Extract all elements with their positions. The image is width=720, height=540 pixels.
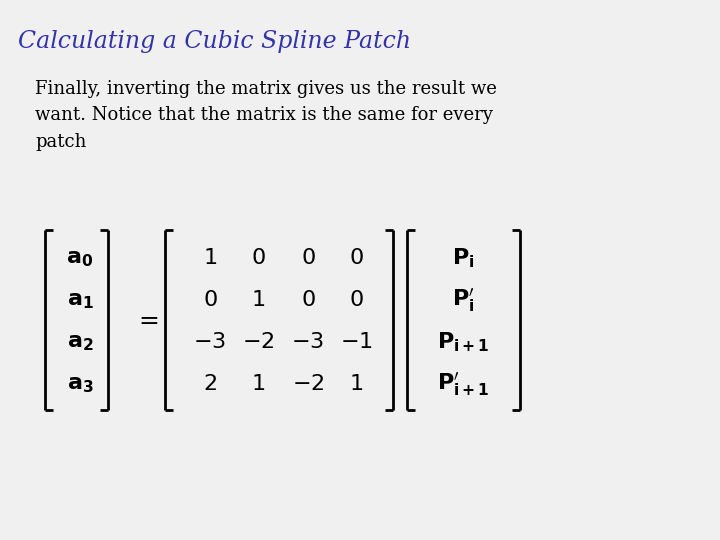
Text: $\mathbf{P_i^{\prime}}$: $\mathbf{P_i^{\prime}}$ [451, 286, 474, 314]
Text: $1$: $1$ [251, 373, 265, 395]
Text: $\mathbf{a_0}$: $\mathbf{a_0}$ [66, 247, 94, 269]
Text: $\mathbf{P_i}$: $\mathbf{P_i}$ [451, 246, 474, 270]
Text: $\mathbf{P_{i+1}^{\prime}}$: $\mathbf{P_{i+1}^{\prime}}$ [437, 370, 490, 398]
Text: Finally, inverting the matrix gives us the result we
want. Notice that the matri: Finally, inverting the matrix gives us t… [35, 80, 497, 151]
Text: $0$: $0$ [348, 289, 364, 311]
Text: $2$: $2$ [203, 373, 217, 395]
Text: $\mathbf{a_3}$: $\mathbf{a_3}$ [67, 373, 94, 395]
Text: $0$: $0$ [348, 247, 364, 269]
Text: $=$: $=$ [135, 308, 160, 332]
Text: $0$: $0$ [301, 247, 315, 269]
Text: $1$: $1$ [251, 289, 265, 311]
Text: $-3$: $-3$ [292, 331, 325, 353]
Text: $0$: $0$ [301, 289, 315, 311]
Text: $-2$: $-2$ [292, 373, 324, 395]
Text: $1$: $1$ [203, 247, 217, 269]
Text: $\mathbf{a_2}$: $\mathbf{a_2}$ [67, 331, 94, 353]
Text: $-2$: $-2$ [242, 331, 274, 353]
Text: $\mathbf{P_{i+1}}$: $\mathbf{P_{i+1}}$ [437, 330, 490, 354]
Text: $-1$: $-1$ [340, 331, 372, 353]
Text: $1$: $1$ [349, 373, 363, 395]
Text: $0$: $0$ [202, 289, 217, 311]
Text: Calculating a Cubic Spline Patch: Calculating a Cubic Spline Patch [18, 30, 411, 53]
Text: $0$: $0$ [251, 247, 266, 269]
Text: $\mathbf{a_1}$: $\mathbf{a_1}$ [66, 289, 94, 311]
Text: $-3$: $-3$ [194, 331, 227, 353]
